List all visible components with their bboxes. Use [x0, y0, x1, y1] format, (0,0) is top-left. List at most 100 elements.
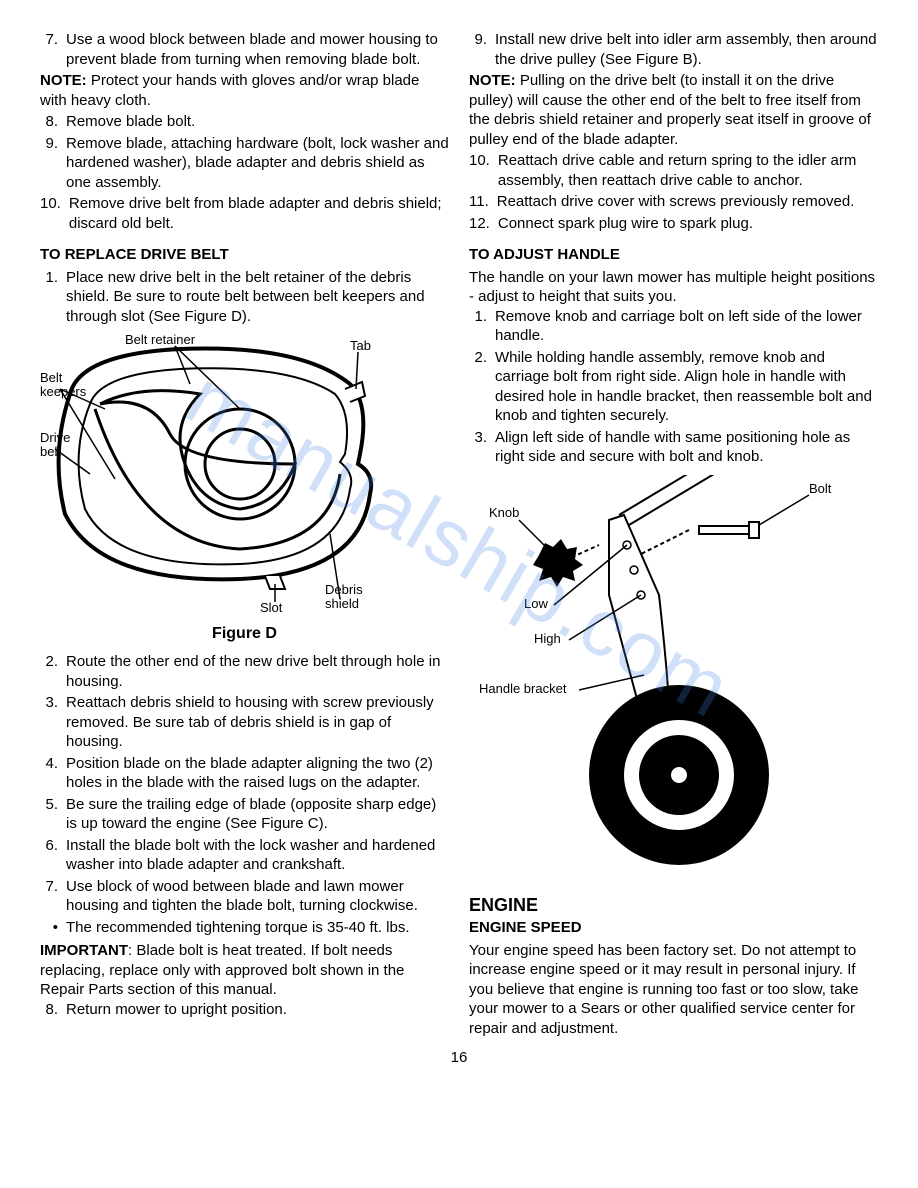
- label-knob: Knob: [489, 505, 519, 520]
- bullet-marker: •: [40, 918, 66, 938]
- label-low: Low: [524, 596, 548, 611]
- step-text: Remove blade bolt.: [66, 112, 449, 132]
- step-number: 8.: [40, 1000, 66, 1020]
- note-text: NOTE: Protect your hands with gloves and…: [40, 71, 449, 110]
- adjust-handle-heading: TO ADJUST HANDLE: [469, 245, 878, 265]
- steps-after-note-right: 10.Reattach drive cable and return sprin…: [469, 151, 878, 233]
- engine-text: Your engine speed has been factory set. …: [469, 941, 878, 1039]
- label-handle-bracket: Handle bracket: [479, 681, 567, 696]
- step-text: Install new drive belt into idler arm as…: [495, 30, 878, 69]
- step-number: 6.: [40, 836, 66, 875]
- list-item: 3.Reattach debris shield to housing with…: [40, 693, 449, 752]
- step-text: Install the blade bolt with the lock was…: [66, 836, 449, 875]
- step-text: Place new drive belt in the belt retaine…: [66, 268, 449, 327]
- step-number: 12.: [469, 214, 498, 234]
- step-text: Remove blade, attaching hardware (bolt, …: [66, 134, 449, 193]
- step-number: 1.: [40, 268, 66, 327]
- label-drive-belt-2: belt: [40, 444, 61, 459]
- adjust-intro: The handle on your lawn mower has multip…: [469, 268, 878, 307]
- list-item: 1.Place new drive belt in the belt retai…: [40, 268, 449, 327]
- step-number: 1.: [469, 307, 495, 346]
- label-drive-belt-1: Drive: [40, 430, 70, 445]
- label-debris-2: shield: [325, 596, 359, 611]
- figure-d: Belt retainer Tab Belt keepers Drive bel…: [40, 334, 449, 644]
- important-label: IMPORTANT: [40, 942, 128, 959]
- step-text: Reattach drive cover with screws previou…: [497, 192, 878, 212]
- list-item: 2.Route the other end of the new drive b…: [40, 652, 449, 691]
- step-text: Remove knob and carriage bolt on left si…: [495, 307, 878, 346]
- step-number: 3.: [40, 693, 66, 752]
- step-number: 8.: [40, 112, 66, 132]
- initial-steps-left: 7. Use a wood block between blade and mo…: [40, 30, 449, 69]
- replace-belt-heading: TO REPLACE DRIVE BELT: [40, 245, 449, 265]
- step-number: 7.: [40, 877, 66, 916]
- label-high: High: [534, 631, 561, 646]
- step-text: While holding handle assembly, remove kn…: [495, 348, 878, 426]
- list-item: 2.While holding handle assembly, remove …: [469, 348, 878, 426]
- step-number: 3.: [469, 428, 495, 467]
- important-note: IMPORTANT: Blade bolt is heat treated. I…: [40, 941, 449, 1000]
- list-item: 9.Remove blade, attaching hardware (bolt…: [40, 134, 449, 193]
- step-number: 7.: [40, 30, 66, 69]
- step-number: 10.: [40, 194, 69, 233]
- bullet-text: The recommended tightening torque is 35-…: [66, 918, 410, 938]
- step-text: Use a wood block between blade and mower…: [66, 30, 449, 69]
- step-number: 4.: [40, 754, 66, 793]
- step-text: Position blade on the blade adapter alig…: [66, 754, 449, 793]
- figure-d-caption: Figure D: [40, 624, 449, 645]
- note-body: Protect your hands with gloves and/or wr…: [40, 72, 419, 109]
- list-item: 10.Reattach drive cable and return sprin…: [469, 151, 878, 190]
- list-item: 8.Return mower to upright position.: [40, 1000, 449, 1020]
- engine-speed-heading: ENGINE SPEED: [469, 918, 878, 938]
- label-belt-retainer: Belt retainer: [125, 334, 196, 347]
- list-item: 6.Install the blade bolt with the lock w…: [40, 836, 449, 875]
- replace-step-1: 1.Place new drive belt in the belt retai…: [40, 268, 449, 327]
- torque-bullet: • The recommended tightening torque is 3…: [40, 918, 449, 938]
- handle-figure: Knob Bolt Low High Handle bracket: [469, 475, 878, 881]
- engine-heading: ENGINE: [469, 894, 878, 917]
- step-number: 2.: [40, 652, 66, 691]
- step-text: Reattach debris shield to housing with s…: [66, 693, 449, 752]
- label-belt-keepers-1: Belt: [40, 370, 63, 385]
- label-bolt: Bolt: [809, 481, 832, 496]
- left-column: 7. Use a wood block between blade and mo…: [40, 30, 449, 1038]
- step-number: 2.: [469, 348, 495, 426]
- list-item: 7. Use a wood block between blade and mo…: [40, 30, 449, 69]
- step-number: 9.: [40, 134, 66, 193]
- step-text: Connect spark plug wire to spark plug.: [498, 214, 878, 234]
- note-label: NOTE:: [469, 72, 516, 89]
- step-text: Remove drive belt from blade adapter and…: [69, 194, 449, 233]
- initial-steps-right: 9.Install new drive belt into idler arm …: [469, 30, 878, 69]
- note-text-right: NOTE: Pulling on the drive belt (to inst…: [469, 71, 878, 149]
- list-item: 11.Reattach drive cover with screws prev…: [469, 192, 878, 212]
- list-item: 4.Position blade on the blade adapter al…: [40, 754, 449, 793]
- step-text: Return mower to upright position.: [66, 1000, 449, 1020]
- step-text: Use block of wood between blade and lawn…: [66, 877, 449, 916]
- label-slot: Slot: [260, 600, 283, 614]
- list-item: 5.Be sure the trailing edge of blade (op…: [40, 795, 449, 834]
- list-item: 3.Align left side of handle with same po…: [469, 428, 878, 467]
- step-text: Align left side of handle with same posi…: [495, 428, 878, 467]
- list-item: 1.Remove knob and carriage bolt on left …: [469, 307, 878, 346]
- figure-d-diagram: Belt retainer Tab Belt keepers Drive bel…: [40, 334, 380, 614]
- note-body: Pulling on the drive belt (to install it…: [469, 72, 871, 148]
- right-column: 9.Install new drive belt into idler arm …: [469, 30, 878, 1038]
- list-item: 8.Remove blade bolt.: [40, 112, 449, 132]
- step-number: 10.: [469, 151, 498, 190]
- steps-after-note-left: 8.Remove blade bolt. 9.Remove blade, att…: [40, 112, 449, 233]
- label-belt-keepers-2: keepers: [40, 384, 87, 399]
- step-8: 8.Return mower to upright position.: [40, 1000, 449, 1020]
- adjust-steps: 1.Remove knob and carriage bolt on left …: [469, 307, 878, 467]
- replace-steps-after-fig: 2.Route the other end of the new drive b…: [40, 652, 449, 916]
- step-text: Route the other end of the new drive bel…: [66, 652, 449, 691]
- handle-diagram: Knob Bolt Low High Handle bracket: [469, 475, 849, 875]
- note-label: NOTE:: [40, 72, 87, 89]
- page-number: 16: [40, 1048, 878, 1068]
- label-tab: Tab: [350, 338, 371, 353]
- step-number: 9.: [469, 30, 495, 69]
- step-number: 11.: [469, 192, 497, 212]
- list-item: 12.Connect spark plug wire to spark plug…: [469, 214, 878, 234]
- label-debris-1: Debris: [325, 582, 363, 597]
- list-item: 10.Remove drive belt from blade adapter …: [40, 194, 449, 233]
- step-text: Be sure the trailing edge of blade (oppo…: [66, 795, 449, 834]
